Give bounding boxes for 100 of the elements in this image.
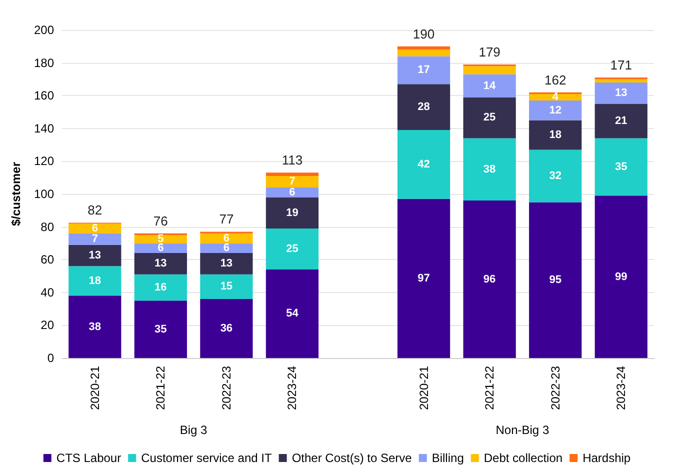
legend-label: Debt collection	[484, 451, 563, 465]
text: Big 3	[180, 423, 208, 437]
legend-label: Hardship	[582, 451, 631, 465]
total-label: 82	[88, 202, 102, 218]
total-label: 171	[610, 58, 632, 73]
y-tick-label: 200	[34, 23, 54, 37]
data-label: 6	[223, 232, 230, 244]
legend-label: Other Cost(s) to Serve	[292, 451, 412, 465]
data-label: 95	[549, 274, 562, 286]
y-tick-label: 40	[40, 285, 54, 300]
data-label: 6	[158, 242, 164, 254]
bar	[397, 56, 450, 84]
data-label: 18	[88, 274, 102, 287]
bar	[463, 138, 516, 201]
data-label: 13	[88, 250, 102, 262]
data-label: 36	[220, 322, 233, 334]
bar	[397, 130, 450, 199]
bar	[266, 197, 319, 228]
data-label: 21	[614, 115, 628, 128]
bar	[134, 300, 187, 358]
data-label: 4	[552, 91, 560, 104]
y-tick-label: 140	[34, 121, 54, 136]
data-label: 7	[92, 233, 98, 246]
bar	[134, 274, 187, 301]
data-label: 25	[286, 242, 298, 255]
total-label: 76	[153, 213, 168, 228]
bar	[200, 233, 253, 244]
bar	[68, 296, 122, 358]
bar	[397, 84, 450, 130]
legend-label: Customer service and IT	[141, 451, 272, 465]
data-label: 13	[614, 87, 628, 100]
data-label: 6	[92, 222, 98, 234]
total-label: 113	[282, 152, 303, 168]
x-tick-label: 2022-23	[219, 366, 234, 410]
bar	[529, 94, 582, 101]
data-label: 28	[418, 101, 430, 114]
data-label: 99	[614, 270, 628, 283]
data-label: 25	[483, 112, 496, 124]
x-tick-label: 2020-21	[88, 366, 102, 410]
data-label: 38	[483, 163, 496, 176]
x-tick-label: 2023-24	[614, 366, 628, 410]
data-label: 6	[223, 242, 230, 254]
y-tick-label: 180	[34, 56, 54, 70]
data-label: 18	[549, 128, 562, 141]
y-tick-label: 160	[34, 88, 54, 103]
bar	[397, 50, 450, 56]
bar	[463, 97, 516, 138]
bar	[529, 202, 582, 358]
y-tick-label: 20	[40, 318, 54, 332]
data-label: 13	[154, 258, 167, 270]
bar	[266, 228, 319, 270]
bar	[463, 74, 516, 98]
bar	[594, 82, 648, 104]
data-label: 32	[549, 170, 562, 182]
data-label: 12	[549, 104, 562, 116]
data-label: 38	[88, 320, 102, 333]
x-tick-label: 2021-22	[482, 366, 497, 410]
data-label: 35	[154, 323, 167, 336]
y-tick-label: 100	[34, 187, 54, 201]
bar	[266, 187, 319, 198]
y-tick-label: 120	[34, 154, 54, 168]
bar	[68, 244, 122, 266]
total-label: 162	[544, 72, 566, 88]
x-tick-label: 2023-24	[285, 366, 300, 410]
y-axis-title: $/customer	[9, 162, 23, 226]
y-tick-label: 60	[40, 252, 54, 267]
data-label: 16	[154, 281, 167, 294]
data-label: 6	[289, 186, 296, 198]
legend-label: CTS Labour	[56, 451, 122, 465]
bar	[200, 253, 253, 274]
y-tick-label: 0	[47, 351, 54, 365]
y-tick-label: 80	[40, 220, 54, 234]
text: Non-Big 3	[496, 423, 550, 437]
x-tick-label: 2022-23	[548, 366, 562, 410]
x-tick-label: 2021-22	[154, 366, 168, 410]
bar	[266, 176, 319, 188]
bar	[397, 198, 450, 358]
bar	[200, 298, 253, 358]
bar	[200, 243, 253, 254]
bar	[594, 138, 648, 196]
bar	[529, 100, 582, 120]
bar	[594, 79, 648, 82]
data-label: 19	[286, 206, 298, 219]
bar	[594, 196, 648, 358]
bar	[463, 66, 516, 74]
total-label: 179	[478, 44, 500, 60]
x-tick-label: 2020-21	[416, 366, 431, 410]
legend-label: Billing	[432, 451, 464, 465]
total-label: 77	[219, 212, 234, 227]
data-label: 96	[483, 273, 496, 286]
data-label: 54	[286, 308, 300, 320]
data-label: 7	[289, 176, 296, 188]
data-label: 42	[418, 158, 430, 170]
bar	[266, 172, 319, 176]
bar	[68, 266, 122, 296]
bar	[463, 200, 516, 358]
bar	[68, 233, 122, 245]
data-label: 13	[220, 258, 233, 270]
bar	[266, 269, 319, 358]
data-label: 35	[614, 160, 628, 173]
